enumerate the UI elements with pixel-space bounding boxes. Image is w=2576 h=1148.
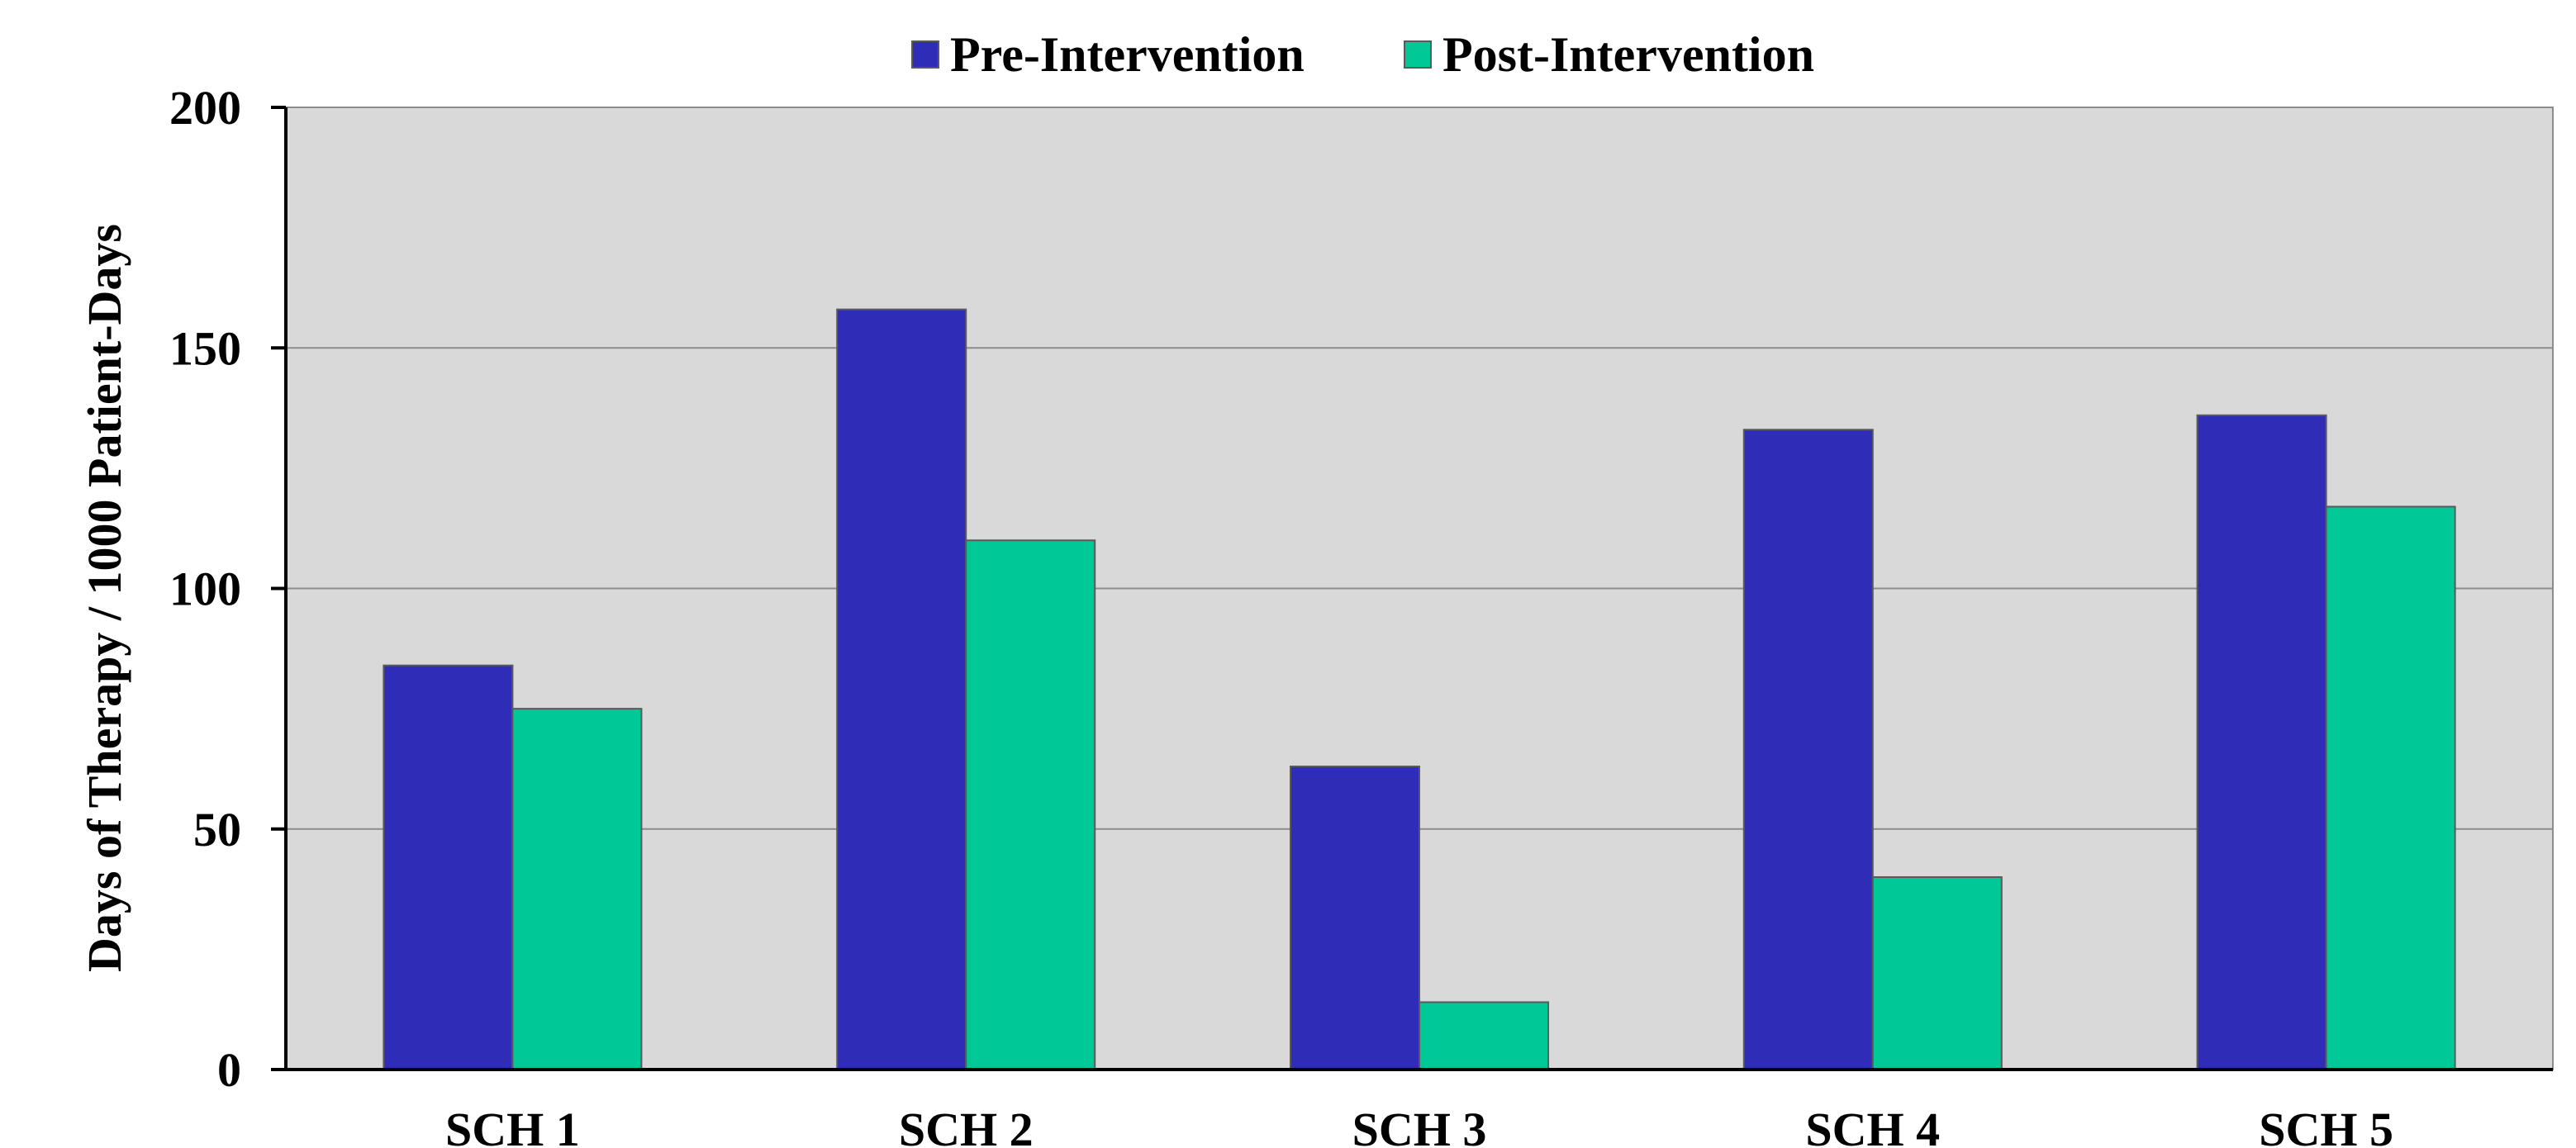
- legend-swatch-pre-intervention: [911, 40, 939, 69]
- legend-label-pre-intervention: Pre-Intervention: [950, 27, 1305, 82]
- x-category-label: SCH 4: [1805, 1103, 1940, 1148]
- x-category-label: SCH 5: [2259, 1103, 2393, 1148]
- y-tick-label: 150: [169, 321, 241, 375]
- bar-post-intervention-5: [2325, 505, 2456, 1070]
- legend-swatch-post-intervention: [1404, 40, 1432, 69]
- x-axis-categories: SCH 1 SCH 2 SCH 3 SCH 4 SCH 5: [445, 1103, 2393, 1148]
- x-category-label: SCH 1: [445, 1103, 580, 1148]
- y-axis-title: Days of Therapy / 1000 Patient-Days: [78, 224, 131, 972]
- y-tick-label: 100: [169, 562, 241, 616]
- bar-post-intervention-3: [1419, 1001, 1549, 1070]
- bar-pre-intervention-1: [383, 664, 514, 1070]
- bar-pre-intervention-2: [836, 308, 967, 1070]
- bar-pre-intervention-5: [2196, 414, 2327, 1070]
- bar-post-intervention-2: [965, 539, 1096, 1070]
- bar-pre-intervention-4: [1742, 429, 1874, 1070]
- y-tick-label: 200: [169, 81, 241, 135]
- x-category-label: SCH 2: [899, 1103, 1034, 1148]
- bar-post-intervention-1: [511, 708, 643, 1070]
- y-axis-ticks: 0 50 100 150 200: [169, 81, 286, 1097]
- legend: Pre-Intervention Post-Intervention: [911, 27, 1814, 82]
- bars: [383, 308, 2456, 1071]
- y-tick-label: 50: [193, 803, 241, 856]
- y-tick-label: 0: [217, 1043, 241, 1097]
- bar-pre-intervention-3: [1290, 766, 1420, 1071]
- legend-label-post-intervention: Post-Intervention: [1442, 27, 1814, 82]
- bar-post-intervention-4: [1871, 876, 2003, 1070]
- x-category-label: SCH 3: [1352, 1103, 1487, 1148]
